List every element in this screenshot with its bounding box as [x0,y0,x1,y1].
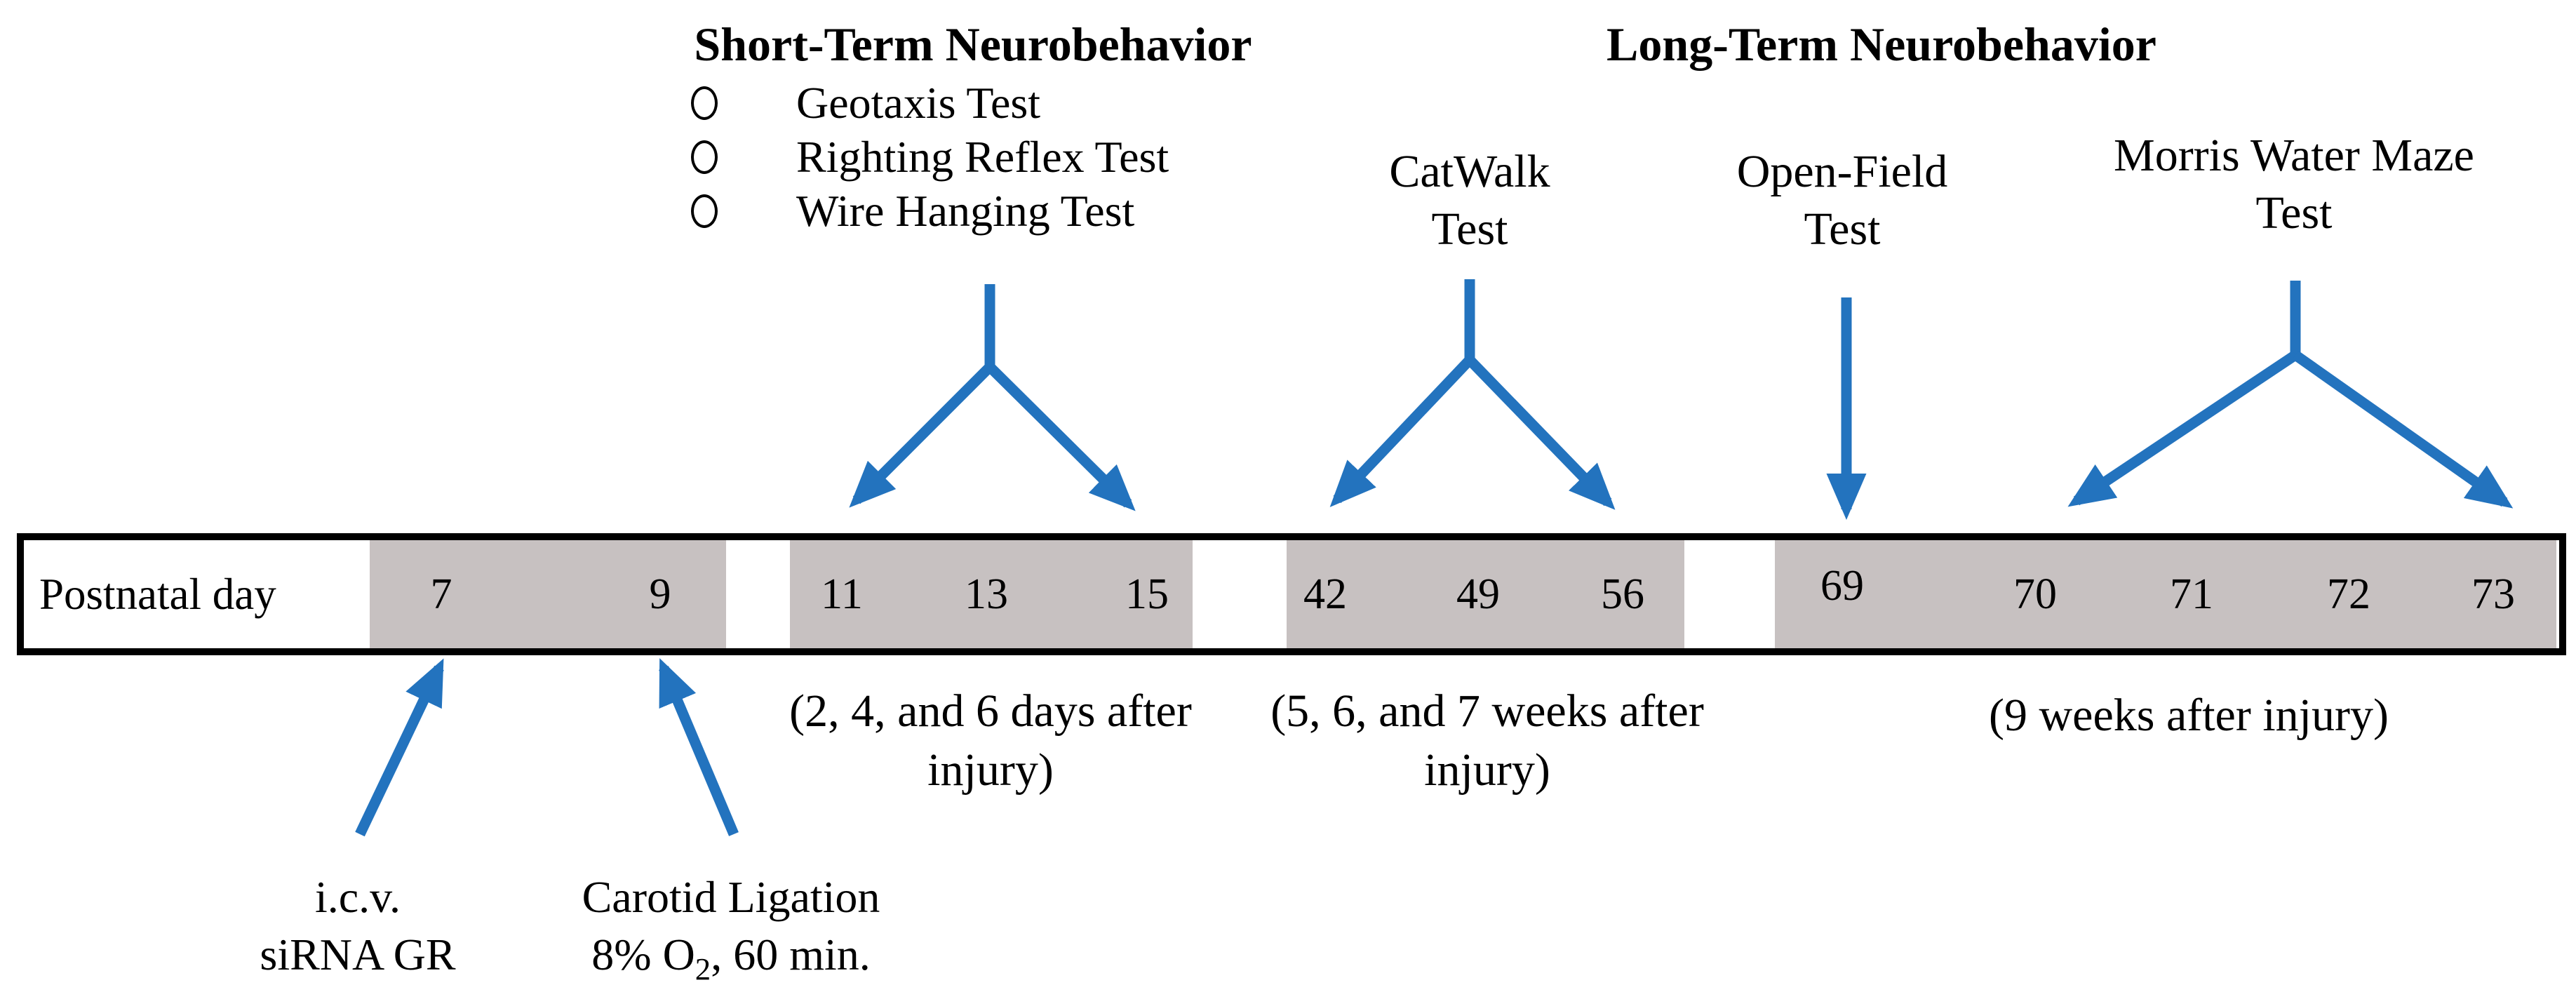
short-term-window-note-line1: (2, 4, and 6 days after [789,685,1192,737]
morris-water-maze-test-label-line1: Morris Water Maze [2114,130,2474,181]
postnatal-day-11: 11 [821,570,863,618]
short-term-window-note: (2, 4, and 6 days after injury) [789,682,1192,800]
circle-bullet-icon [691,140,718,174]
postnatal-day-13: 13 [965,570,1008,618]
catwalk-test-label-line1: CatWalk [1389,146,1550,197]
short-term-test-item: Geotaxis Test [691,76,1169,130]
icv-arrow [355,658,444,837]
postnatal-day-69: 69 [1820,562,1864,610]
short-term-test-label: Wire Hanging Test [796,185,1135,236]
short-term-test-label: Righting Reflex Test [796,131,1169,182]
open-field-test-label: Open-Field Test [1737,143,1948,258]
open-field-test-label-line2: Test [1804,203,1881,255]
postnatal-day-73: 73 [2471,570,2515,618]
long-term-heading: Long-Term Neurobehavior [1606,18,2156,71]
catwalk-window-note-line1: (5, 6, and 7 weeks after [1270,685,1704,737]
catwalk-test-label: CatWalk Test [1389,143,1550,258]
carotid-ligation-label-line1: Carotid Ligation [582,872,880,922]
short-term-test-label: Geotaxis Test [796,77,1041,128]
postnatal-day-42: 42 [1303,570,1347,618]
gray-day-segment [790,540,1193,648]
postnatal-day-71: 71 [2170,570,2213,618]
carotid-ligation-label-line2: 8% O2, 60 min. [591,930,871,985]
gray-day-segment [1287,540,1684,648]
morris-water-maze-test-label-line2: Test [2255,187,2333,239]
morris-split-arrow [2067,281,2514,509]
mwm-window-note-line1: (9 weeks after injury) [1989,690,2389,741]
postnatal-day-72: 72 [2327,570,2370,618]
short-term-heading: Short-Term Neurobehavior [694,18,1252,71]
postnatal-day-bar: Postnatal day 7 9 11 13 15 42 49 56 69 70 71 72 73 [17,533,2566,655]
carotid-arrow [659,658,739,836]
postnatal-day-70: 70 [2013,570,2057,618]
icv-sirna-label: i.c.v. siRNA GR [260,869,455,984]
icv-sirna-label-line1: i.c.v. [314,872,401,922]
postnatal-day-7: 7 [430,570,452,618]
postnatal-day-label: Postnatal day [39,570,276,619]
short-term-test-item: Wire Hanging Test [691,184,1169,238]
postnatal-day-49: 49 [1456,570,1500,618]
short-term-split-arrow [849,284,1136,511]
catwalk-window-note-line2: injury) [1424,744,1550,796]
circle-bullet-icon [691,86,718,120]
catwalk-window-note: (5, 6, and 7 weeks after injury) [1270,682,1704,800]
short-term-test-list: Geotaxis Test Righting Reflex Test Wire Ha… [691,76,1169,238]
postnatal-day-15: 15 [1125,570,1169,618]
gray-day-segment [1775,540,2556,648]
short-term-test-item: Righting Reflex Test [691,130,1169,184]
postnatal-day-56: 56 [1601,570,1644,618]
circle-bullet-icon [691,194,718,228]
postnatal-day-9: 9 [649,570,671,618]
catwalk-test-label-line2: Test [1431,203,1508,255]
icv-sirna-label-line2: siRNA GR [260,930,456,979]
morris-water-maze-test-label: Morris Water Maze Test [2114,127,2474,242]
open-field-test-label-line1: Open-Field [1736,146,1948,197]
carotid-ligation-label: Carotid Ligation 8% O2, 60 min. [582,869,880,985]
mwm-window-note: (9 weeks after injury) [1989,686,2389,745]
catwalk-split-arrow [1329,279,1616,510]
short-term-window-note-line2: injury) [927,744,1054,796]
gray-day-segment [370,540,726,648]
